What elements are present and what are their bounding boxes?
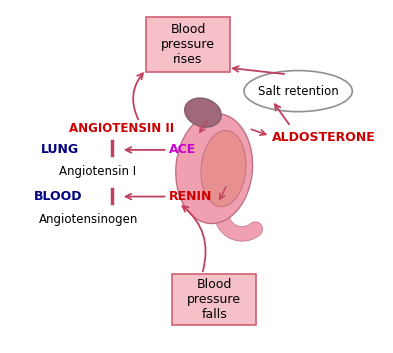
Ellipse shape bbox=[176, 114, 253, 223]
Text: LUNG: LUNG bbox=[40, 143, 79, 156]
FancyBboxPatch shape bbox=[146, 17, 230, 72]
Text: Blood
pressure
falls: Blood pressure falls bbox=[187, 278, 241, 321]
Ellipse shape bbox=[201, 130, 246, 207]
Ellipse shape bbox=[244, 71, 352, 112]
Text: Angiotensinogen: Angiotensinogen bbox=[39, 214, 138, 226]
Text: ACE: ACE bbox=[169, 143, 196, 156]
Text: Angiotensin I: Angiotensin I bbox=[59, 165, 136, 178]
Text: Salt retention: Salt retention bbox=[258, 85, 338, 98]
Text: ALDOSTERONE: ALDOSTERONE bbox=[272, 131, 376, 144]
Text: BLOOD: BLOOD bbox=[34, 190, 83, 203]
FancyBboxPatch shape bbox=[172, 274, 256, 325]
Ellipse shape bbox=[185, 98, 221, 127]
Text: Blood
pressure
rises: Blood pressure rises bbox=[161, 23, 215, 66]
Text: RENIN: RENIN bbox=[169, 190, 213, 203]
Text: ANGIOTENSIN II: ANGIOTENSIN II bbox=[69, 122, 174, 135]
